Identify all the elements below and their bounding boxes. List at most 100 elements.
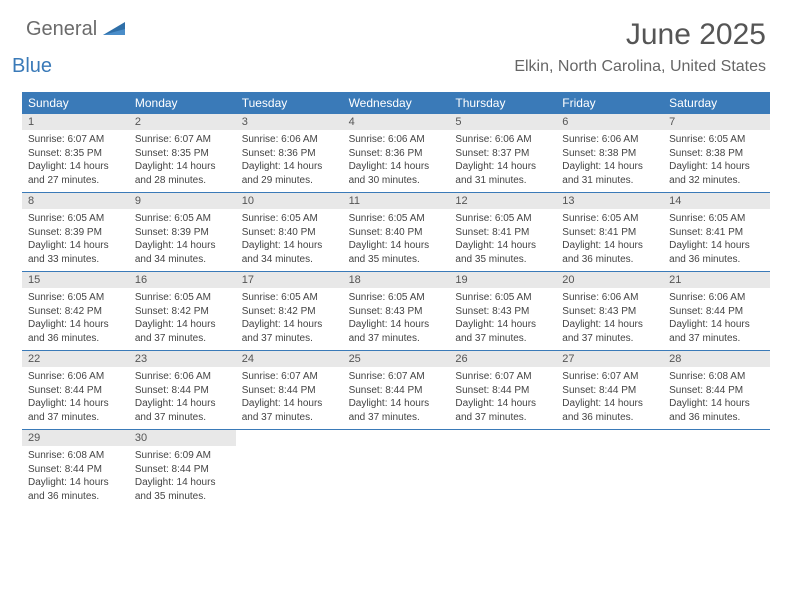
daylight-text: Daylight: 14 hours and 36 minutes.: [28, 476, 123, 503]
calendar-day-cell: 23Sunrise: 6:06 AMSunset: 8:44 PMDayligh…: [129, 351, 236, 429]
sunset-text: Sunset: 8:35 PM: [28, 147, 123, 161]
day-number: 15: [22, 272, 129, 288]
weekday-header: Friday: [556, 92, 663, 114]
calendar-day-cell: 27Sunrise: 6:07 AMSunset: 8:44 PMDayligh…: [556, 351, 663, 429]
sunrise-text: Sunrise: 6:05 AM: [242, 212, 337, 226]
weekday-header: Monday: [129, 92, 236, 114]
day-body: Sunrise: 6:05 AMSunset: 8:43 PMDaylight:…: [343, 288, 450, 350]
calendar-day-cell: [663, 430, 770, 508]
day-number: 11: [343, 193, 450, 209]
logo-part1: General: [26, 18, 97, 40]
day-body: Sunrise: 6:06 AMSunset: 8:38 PMDaylight:…: [556, 130, 663, 192]
day-body: Sunrise: 6:06 AMSunset: 8:43 PMDaylight:…: [556, 288, 663, 350]
calendar-day-cell: [449, 430, 556, 508]
day-body: Sunrise: 6:06 AMSunset: 8:44 PMDaylight:…: [129, 367, 236, 429]
sunset-text: Sunset: 8:38 PM: [669, 147, 764, 161]
weekday-header: Thursday: [449, 92, 556, 114]
daylight-text: Daylight: 14 hours and 31 minutes.: [562, 160, 657, 187]
day-body: Sunrise: 6:09 AMSunset: 8:44 PMDaylight:…: [129, 446, 236, 508]
day-body: Sunrise: 6:05 AMSunset: 8:39 PMDaylight:…: [129, 209, 236, 271]
day-number: 19: [449, 272, 556, 288]
sunrise-text: Sunrise: 6:06 AM: [455, 133, 550, 147]
daylight-text: Daylight: 14 hours and 36 minutes.: [562, 397, 657, 424]
sunset-text: Sunset: 8:44 PM: [562, 384, 657, 398]
day-number: [556, 430, 663, 446]
location-text: Elkin, North Carolina, United States: [514, 58, 766, 76]
day-body: [556, 446, 663, 504]
weeks-container: 1Sunrise: 6:07 AMSunset: 8:35 PMDaylight…: [22, 114, 770, 508]
sunrise-text: Sunrise: 6:07 AM: [28, 133, 123, 147]
day-body: Sunrise: 6:06 AMSunset: 8:44 PMDaylight:…: [22, 367, 129, 429]
sunset-text: Sunset: 8:44 PM: [135, 384, 230, 398]
logo-triangle-icon: [103, 18, 125, 41]
day-body: Sunrise: 6:07 AMSunset: 8:44 PMDaylight:…: [236, 367, 343, 429]
day-body: Sunrise: 6:05 AMSunset: 8:39 PMDaylight:…: [22, 209, 129, 271]
month-title: June 2025: [514, 18, 766, 52]
title-block: June 2025 Elkin, North Carolina, United …: [514, 18, 766, 76]
day-number: 10: [236, 193, 343, 209]
calendar-week-row: 1Sunrise: 6:07 AMSunset: 8:35 PMDaylight…: [22, 114, 770, 193]
day-body: Sunrise: 6:07 AMSunset: 8:44 PMDaylight:…: [343, 367, 450, 429]
day-body: Sunrise: 6:05 AMSunset: 8:41 PMDaylight:…: [449, 209, 556, 271]
daylight-text: Daylight: 14 hours and 36 minutes.: [669, 239, 764, 266]
sunrise-text: Sunrise: 6:05 AM: [349, 212, 444, 226]
day-number: 3: [236, 114, 343, 130]
sunrise-text: Sunrise: 6:06 AM: [562, 291, 657, 305]
daylight-text: Daylight: 14 hours and 37 minutes.: [349, 397, 444, 424]
sunset-text: Sunset: 8:36 PM: [242, 147, 337, 161]
sunrise-text: Sunrise: 6:07 AM: [562, 370, 657, 384]
sunset-text: Sunset: 8:43 PM: [455, 305, 550, 319]
calendar-day-cell: [343, 430, 450, 508]
calendar-day-cell: 29Sunrise: 6:08 AMSunset: 8:44 PMDayligh…: [22, 430, 129, 508]
logo-text-stack: General Blue: [26, 18, 125, 64]
calendar-day-cell: 30Sunrise: 6:09 AMSunset: 8:44 PMDayligh…: [129, 430, 236, 508]
day-number: 8: [22, 193, 129, 209]
sunrise-text: Sunrise: 6:05 AM: [242, 291, 337, 305]
day-body: Sunrise: 6:05 AMSunset: 8:40 PMDaylight:…: [343, 209, 450, 271]
sunrise-text: Sunrise: 6:08 AM: [669, 370, 764, 384]
calendar-day-cell: 6Sunrise: 6:06 AMSunset: 8:38 PMDaylight…: [556, 114, 663, 192]
calendar-day-cell: 4Sunrise: 6:06 AMSunset: 8:36 PMDaylight…: [343, 114, 450, 192]
day-number: 22: [22, 351, 129, 367]
header: General Blue June 2025 Elkin, North Caro…: [0, 0, 792, 82]
sunset-text: Sunset: 8:40 PM: [242, 226, 337, 240]
day-number: 26: [449, 351, 556, 367]
calendar-day-cell: 9Sunrise: 6:05 AMSunset: 8:39 PMDaylight…: [129, 193, 236, 271]
sunset-text: Sunset: 8:42 PM: [28, 305, 123, 319]
calendar-week-row: 29Sunrise: 6:08 AMSunset: 8:44 PMDayligh…: [22, 430, 770, 508]
sunset-text: Sunset: 8:44 PM: [669, 384, 764, 398]
daylight-text: Daylight: 14 hours and 37 minutes.: [135, 318, 230, 345]
sunrise-text: Sunrise: 6:05 AM: [135, 291, 230, 305]
sunrise-text: Sunrise: 6:07 AM: [455, 370, 550, 384]
day-body: Sunrise: 6:06 AMSunset: 8:36 PMDaylight:…: [343, 130, 450, 192]
daylight-text: Daylight: 14 hours and 37 minutes.: [242, 318, 337, 345]
sunrise-text: Sunrise: 6:06 AM: [669, 291, 764, 305]
sunset-text: Sunset: 8:44 PM: [349, 384, 444, 398]
daylight-text: Daylight: 14 hours and 32 minutes.: [669, 160, 764, 187]
day-number: 17: [236, 272, 343, 288]
day-number: 24: [236, 351, 343, 367]
calendar-day-cell: 1Sunrise: 6:07 AMSunset: 8:35 PMDaylight…: [22, 114, 129, 192]
daylight-text: Daylight: 14 hours and 37 minutes.: [349, 318, 444, 345]
sunrise-text: Sunrise: 6:07 AM: [242, 370, 337, 384]
sunrise-text: Sunrise: 6:06 AM: [349, 133, 444, 147]
day-number: 20: [556, 272, 663, 288]
sunset-text: Sunset: 8:42 PM: [135, 305, 230, 319]
sunrise-text: Sunrise: 6:05 AM: [28, 212, 123, 226]
calendar-day-cell: 13Sunrise: 6:05 AMSunset: 8:41 PMDayligh…: [556, 193, 663, 271]
sunset-text: Sunset: 8:44 PM: [28, 384, 123, 398]
sunrise-text: Sunrise: 6:05 AM: [135, 212, 230, 226]
day-number: 14: [663, 193, 770, 209]
weekday-header-row: Sunday Monday Tuesday Wednesday Thursday…: [22, 92, 770, 114]
sunrise-text: Sunrise: 6:07 AM: [349, 370, 444, 384]
sunrise-text: Sunrise: 6:06 AM: [562, 133, 657, 147]
calendar-day-cell: 12Sunrise: 6:05 AMSunset: 8:41 PMDayligh…: [449, 193, 556, 271]
calendar-week-row: 15Sunrise: 6:05 AMSunset: 8:42 PMDayligh…: [22, 272, 770, 351]
weekday-header: Tuesday: [236, 92, 343, 114]
day-body: [236, 446, 343, 504]
daylight-text: Daylight: 14 hours and 36 minutes.: [669, 397, 764, 424]
day-body: Sunrise: 6:06 AMSunset: 8:36 PMDaylight:…: [236, 130, 343, 192]
sunset-text: Sunset: 8:40 PM: [349, 226, 444, 240]
calendar-day-cell: 7Sunrise: 6:05 AMSunset: 8:38 PMDaylight…: [663, 114, 770, 192]
day-number: 30: [129, 430, 236, 446]
